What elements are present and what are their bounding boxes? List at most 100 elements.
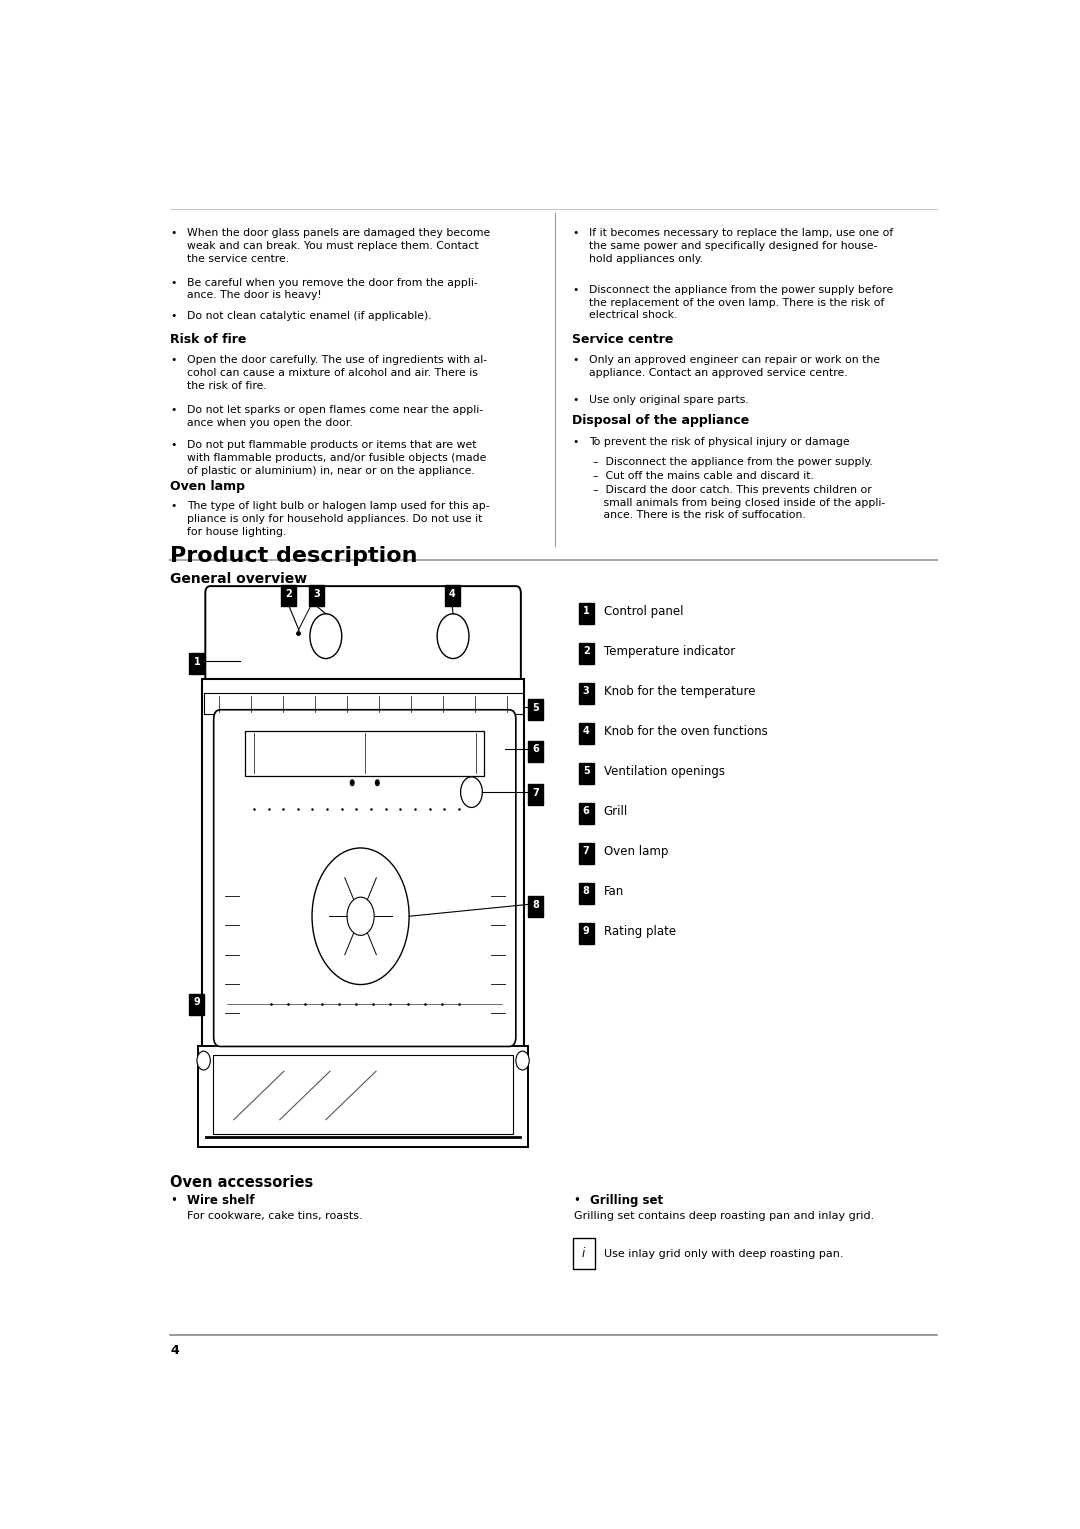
Bar: [189, 994, 204, 1015]
Circle shape: [312, 849, 409, 985]
Text: –  Discard the door catch. This prevents children or
   small animals from being: – Discard the door catch. This prevents …: [593, 485, 886, 520]
Text: •: •: [171, 1194, 177, 1206]
Text: The type of light bulb or halogen lamp used for this ap-
pliance is only for hou: The type of light bulb or halogen lamp u…: [187, 502, 489, 537]
Text: Product description: Product description: [171, 546, 418, 566]
FancyBboxPatch shape: [572, 1238, 594, 1269]
Circle shape: [310, 613, 341, 659]
Text: 7: 7: [532, 787, 539, 798]
Text: Be careful when you remove the door from the appli-
ance. The door is heavy!: Be careful when you remove the door from…: [187, 278, 477, 301]
Circle shape: [347, 898, 374, 936]
Bar: [579, 882, 594, 904]
Text: 6: 6: [583, 806, 590, 816]
Text: •: •: [572, 284, 578, 295]
Text: Use only original spare parts.: Use only original spare parts.: [589, 396, 748, 405]
Text: Rating plate: Rating plate: [604, 925, 676, 939]
Text: Risk of fire: Risk of fire: [171, 333, 246, 346]
Text: Do not let sparks or open flames come near the appli-
ance when you open the doo: Do not let sparks or open flames come ne…: [187, 405, 483, 428]
Text: •: •: [171, 440, 176, 450]
Bar: [204, 693, 523, 714]
Text: Grilling set contains deep roasting pan and inlay grid.: Grilling set contains deep roasting pan …: [573, 1211, 874, 1222]
Bar: [213, 1055, 513, 1135]
Text: 5: 5: [532, 703, 539, 713]
FancyBboxPatch shape: [198, 1046, 528, 1147]
Text: Control panel: Control panel: [604, 605, 684, 618]
Text: •: •: [572, 355, 578, 365]
Bar: [528, 740, 543, 761]
Text: •: •: [171, 228, 176, 239]
Text: •: •: [171, 405, 176, 414]
Text: 9: 9: [193, 997, 200, 1008]
Text: 9: 9: [583, 927, 590, 936]
Text: Only an approved engineer can repair or work on the
appliance. Contact an approv: Only an approved engineer can repair or …: [589, 355, 879, 378]
Bar: [579, 924, 594, 943]
FancyBboxPatch shape: [214, 709, 516, 1046]
Circle shape: [460, 777, 483, 807]
Text: Oven accessories: Oven accessories: [171, 1174, 313, 1190]
Text: Ventilation openings: Ventilation openings: [604, 764, 725, 778]
Text: •: •: [572, 228, 578, 239]
Text: 7: 7: [583, 846, 590, 856]
Text: To prevent the risk of physical injury or damage: To prevent the risk of physical injury o…: [589, 437, 849, 446]
Text: General overview: General overview: [171, 572, 308, 586]
Text: 3: 3: [583, 687, 590, 696]
Bar: [579, 642, 594, 664]
Text: –  Disconnect the appliance from the power supply.: – Disconnect the appliance from the powe…: [593, 457, 873, 466]
Text: Wire shelf: Wire shelf: [187, 1194, 255, 1206]
Bar: [282, 586, 296, 605]
Text: Oven lamp: Oven lamp: [604, 846, 669, 858]
Text: Service centre: Service centre: [572, 333, 673, 346]
Bar: [445, 586, 460, 605]
Text: 8: 8: [532, 901, 539, 910]
Circle shape: [197, 1050, 211, 1070]
Text: •: •: [171, 278, 176, 287]
Bar: [245, 731, 484, 775]
Text: 2: 2: [583, 645, 590, 656]
Text: Grilling set: Grilling set: [591, 1194, 663, 1206]
Text: 1: 1: [193, 657, 200, 667]
Text: Disconnect the appliance from the power supply before
the replacement of the ove: Disconnect the appliance from the power …: [589, 284, 893, 321]
Text: •: •: [171, 355, 176, 365]
Circle shape: [437, 613, 469, 659]
Bar: [202, 679, 524, 1049]
Bar: [189, 653, 204, 674]
Text: Use inlay grid only with deep roasting pan.: Use inlay grid only with deep roasting p…: [604, 1249, 843, 1260]
Text: Knob for the temperature: Knob for the temperature: [604, 685, 755, 697]
Text: Do not put flammable products or items that are wet
with flammable products, and: Do not put flammable products or items t…: [187, 440, 486, 476]
Text: 1: 1: [583, 605, 590, 616]
FancyBboxPatch shape: [205, 586, 521, 687]
Text: 4: 4: [449, 589, 456, 599]
Text: •: •: [171, 502, 176, 511]
Text: Temperature indicator: Temperature indicator: [604, 645, 735, 657]
Text: i: i: [582, 1248, 585, 1260]
Text: •: •: [573, 1194, 580, 1206]
Circle shape: [375, 780, 380, 786]
Bar: [579, 602, 594, 624]
Bar: [579, 803, 594, 824]
Text: When the door glass panels are damaged they become
weak and can break. You must : When the door glass panels are damaged t…: [187, 228, 490, 265]
Text: 3: 3: [313, 589, 320, 599]
Text: Knob for the oven functions: Knob for the oven functions: [604, 725, 768, 739]
Text: Do not clean catalytic enamel (if applicable).: Do not clean catalytic enamel (if applic…: [187, 310, 432, 321]
Text: Disposal of the appliance: Disposal of the appliance: [572, 414, 750, 427]
Text: •: •: [572, 396, 578, 405]
Bar: [579, 682, 594, 703]
Circle shape: [350, 780, 354, 786]
Text: 2: 2: [285, 589, 293, 599]
Text: 8: 8: [583, 885, 590, 896]
Bar: [528, 896, 543, 917]
Text: If it becomes necessary to replace the lamp, use one of
the same power and speci: If it becomes necessary to replace the l…: [589, 228, 893, 265]
Text: –  Cut off the mains cable and discard it.: – Cut off the mains cable and discard it…: [593, 471, 813, 480]
Text: 5: 5: [583, 766, 590, 777]
Text: Fan: Fan: [604, 885, 624, 898]
Circle shape: [516, 1050, 529, 1070]
Text: 6: 6: [532, 745, 539, 754]
Text: Grill: Grill: [604, 804, 627, 818]
Text: •: •: [572, 437, 578, 446]
Bar: [579, 723, 594, 745]
Bar: [579, 842, 594, 864]
Text: Oven lamp: Oven lamp: [171, 480, 245, 494]
Text: Open the door carefully. The use of ingredients with al-
cohol can cause a mixtu: Open the door carefully. The use of ingr…: [187, 355, 487, 391]
Text: For cookware, cake tins, roasts.: For cookware, cake tins, roasts.: [187, 1211, 363, 1222]
Bar: [528, 784, 543, 806]
Text: 4: 4: [583, 726, 590, 735]
